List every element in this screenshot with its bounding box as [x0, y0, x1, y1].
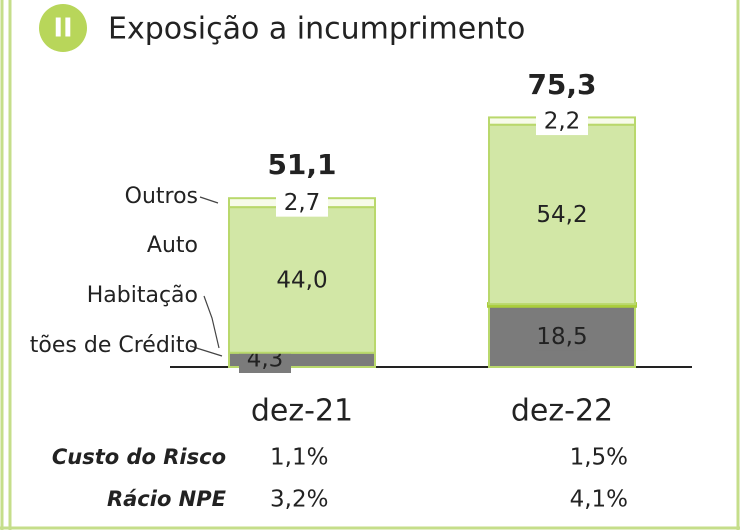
metric-label: Custo do Risco: [52, 445, 226, 469]
bar-segment: [228, 206, 376, 354]
label-box: [276, 188, 328, 217]
chart-title: Exposição a incumprimento: [108, 12, 525, 47]
value-label: 54,2: [536, 202, 587, 228]
value-label: 44,0: [276, 267, 327, 293]
x-tick-label: dez-22: [511, 394, 613, 429]
label-box: [536, 322, 588, 351]
metric-value: 1,1%: [270, 445, 328, 471]
total-label: 75,3: [527, 68, 596, 101]
legend-label: Habitação: [87, 283, 198, 308]
x-tick-label: dez-21: [251, 394, 353, 429]
value-label: 18,5: [536, 324, 587, 350]
metric-value: 3,2%: [270, 487, 328, 513]
legend-label: Auto: [147, 233, 198, 258]
label-box: [536, 107, 588, 136]
badge: [39, 4, 87, 52]
metric-value: 4,1%: [570, 487, 628, 513]
value-label: 2,7: [284, 190, 321, 216]
legend-label: tões de Crédito: [30, 333, 198, 358]
bar-segment: [488, 123, 636, 306]
total-label: 51,1: [267, 148, 336, 181]
value-label: 2,2: [544, 109, 581, 135]
metric-value: 1,5%: [570, 445, 628, 471]
badge-text: II: [53, 14, 72, 44]
leader-lines: [189, 196, 223, 357]
legend-label: Outros: [125, 184, 198, 209]
metric-label: Rácio NPE: [107, 487, 227, 511]
